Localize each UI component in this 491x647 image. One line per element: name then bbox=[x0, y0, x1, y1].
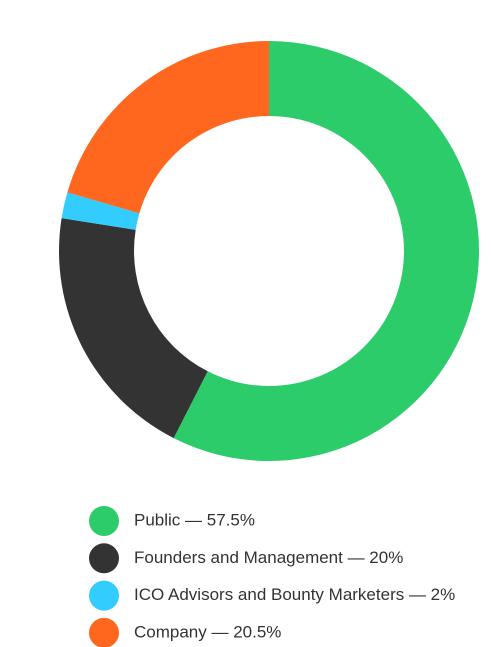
donut-slice bbox=[173, 41, 480, 461]
legend-marker bbox=[89, 506, 119, 536]
legend-marker bbox=[89, 543, 119, 574]
donut-slice bbox=[59, 218, 208, 439]
legend-marker bbox=[89, 580, 119, 611]
legend-label: Public — 57.5% bbox=[134, 510, 255, 529]
donut-slice bbox=[61, 192, 140, 230]
donut-slice bbox=[67, 41, 270, 214]
legend-label: Founders and Management — 20% bbox=[134, 548, 403, 567]
legend-marker bbox=[89, 617, 119, 647]
legend-label: ICO Advisors and Bounty Marketers — 2% bbox=[134, 585, 455, 604]
legend-label: Company — 20.5% bbox=[134, 622, 281, 641]
